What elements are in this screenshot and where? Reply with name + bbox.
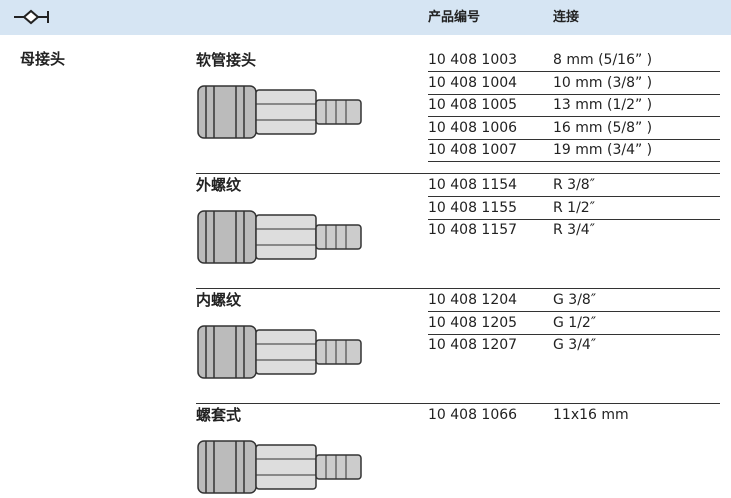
group-name: 螺套式 <box>196 406 242 424</box>
connection: 8 mm (5/16” ) <box>553 52 653 68</box>
coupling-image <box>197 325 362 379</box>
main-label: 母接头 <box>20 50 66 68</box>
product-no: 10 408 1155 <box>428 199 518 216</box>
row-line <box>428 333 720 335</box>
product-no: 10 408 1005 <box>428 97 518 113</box>
coupling-icon <box>14 9 49 25</box>
product-no: 10 408 1004 <box>428 74 518 91</box>
connection: R 3/8″ <box>553 177 595 193</box>
connection: G 1/2″ <box>553 314 597 331</box>
product-no: 10 408 1154 <box>428 177 518 193</box>
product-no: 10 408 1066 <box>428 407 518 423</box>
product-no: 10 408 1006 <box>428 119 518 136</box>
group-separator <box>196 288 720 289</box>
coupling-image <box>197 440 362 494</box>
group-name: 外螺纹 <box>196 176 242 194</box>
header-bar <box>0 0 731 35</box>
connection: 19 mm (3/4” ) <box>553 142 653 158</box>
row-line <box>428 311 720 312</box>
connection: G 3/8″ <box>553 292 597 308</box>
row-line <box>428 93 720 95</box>
connection: R 1/2″ <box>553 199 595 216</box>
product-no: 10 408 1157 <box>428 222 518 238</box>
row-line <box>428 116 720 117</box>
group-name: 软管接头 <box>196 51 257 69</box>
row-line <box>428 138 720 140</box>
product-no: 10 408 1204 <box>428 292 518 308</box>
header-product-no: 产品编号 <box>428 10 481 25</box>
group-separator <box>196 403 720 404</box>
group-name: 内螺纹 <box>196 291 242 309</box>
coupling-image <box>197 85 362 139</box>
coupling-image <box>197 210 362 264</box>
header-connection: 连接 <box>553 10 580 25</box>
product-no: 10 408 1205 <box>428 314 518 331</box>
product-no: 10 408 1207 <box>428 337 518 353</box>
product-no: 10 408 1003 <box>428 52 518 68</box>
connection: R 3/4″ <box>553 222 595 238</box>
connection: 10 mm (3/8” ) <box>553 74 653 91</box>
product-no: 10 408 1007 <box>428 142 518 158</box>
connection: 16 mm (5/8” ) <box>553 119 653 136</box>
connection: G 3/4″ <box>553 337 597 353</box>
connection: 11x16 mm <box>553 407 629 423</box>
row-line <box>428 161 720 162</box>
row-line <box>428 196 720 197</box>
connection: 13 mm (1/2” ) <box>553 97 653 113</box>
group-separator <box>196 173 720 174</box>
row-line <box>428 71 720 72</box>
row-line <box>428 218 720 220</box>
